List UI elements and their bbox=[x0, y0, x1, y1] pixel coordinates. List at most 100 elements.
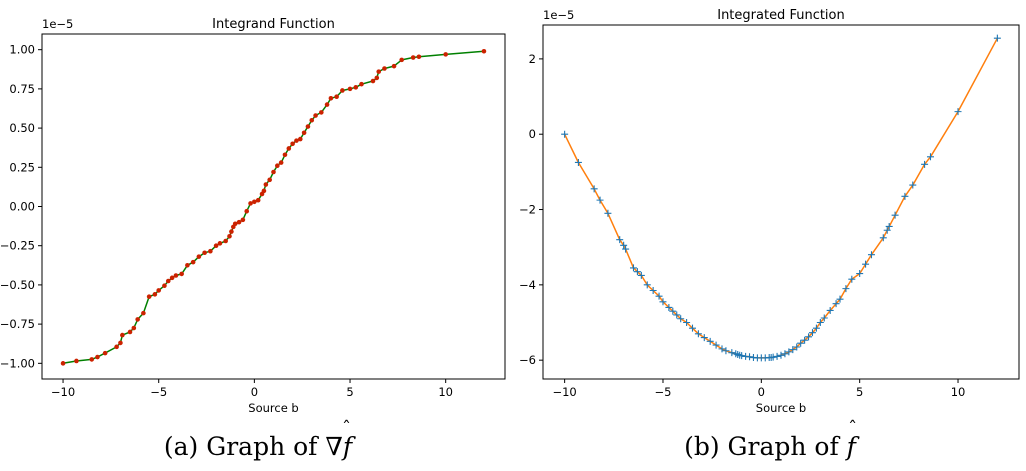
data-point bbox=[165, 278, 171, 284]
chart-title: Integrated Function bbox=[717, 8, 845, 23]
x-tick-label: −5 bbox=[150, 385, 167, 399]
data-point bbox=[376, 69, 382, 74]
y-tick-label: −4 bbox=[519, 278, 536, 292]
data-point bbox=[282, 152, 288, 158]
plot-frame bbox=[542, 24, 1020, 380]
x-tick-label: 5 bbox=[856, 385, 863, 399]
data-point bbox=[169, 275, 175, 281]
data-point bbox=[443, 52, 448, 57]
data-point bbox=[596, 196, 604, 204]
data-point bbox=[712, 341, 720, 349]
data-point bbox=[993, 34, 1001, 42]
data-point bbox=[410, 55, 416, 60]
data-point bbox=[616, 236, 624, 244]
data-point bbox=[146, 294, 152, 299]
plot-frame bbox=[41, 33, 506, 380]
data-point bbox=[659, 298, 667, 306]
data-point bbox=[263, 182, 269, 187]
data-point bbox=[481, 48, 487, 54]
data-point bbox=[309, 117, 315, 123]
x-tick-label: 10 bbox=[438, 385, 453, 399]
y-tick-label: 0.75 bbox=[9, 82, 35, 96]
data-point bbox=[208, 248, 213, 254]
x-tick-label: 0 bbox=[758, 385, 765, 399]
axis-scale-label: 1e−5 bbox=[42, 17, 73, 31]
data-point bbox=[261, 188, 267, 194]
data-point bbox=[196, 254, 202, 259]
data-point bbox=[604, 209, 612, 217]
x-tick-label: −5 bbox=[655, 385, 672, 399]
chart-2: Integrated Function 1e−5 −10 −5 0 5 10 −6 −4 −2 0 2… bbox=[519, 8, 1020, 415]
data-point bbox=[694, 330, 702, 338]
data-point bbox=[620, 241, 628, 249]
data-point bbox=[179, 271, 184, 277]
data-point bbox=[255, 197, 261, 203]
x-tick-label: 10 bbox=[951, 385, 966, 399]
data-point bbox=[637, 271, 645, 279]
y-tick-label: 0.50 bbox=[9, 121, 35, 135]
data-point bbox=[399, 57, 404, 63]
data-point bbox=[252, 199, 257, 205]
data-point bbox=[856, 270, 864, 278]
data-point bbox=[808, 329, 816, 337]
data-point bbox=[202, 250, 207, 256]
data-point bbox=[278, 160, 284, 165]
data-point bbox=[229, 229, 234, 234]
data-point bbox=[382, 66, 387, 71]
data-point bbox=[114, 344, 119, 350]
chart-1: Integrand Function 1e−5 −10 −5 0 5 10 −1.00 −0.7… bbox=[0, 17, 506, 415]
data-point bbox=[294, 138, 299, 143]
data-point bbox=[738, 352, 746, 360]
y-tick-label: 0 bbox=[529, 127, 536, 141]
data-point bbox=[655, 292, 663, 300]
data-point bbox=[173, 273, 179, 278]
y-tick-label: 0.25 bbox=[9, 160, 35, 174]
data-point bbox=[162, 283, 167, 288]
data-point bbox=[297, 136, 303, 142]
data-point bbox=[127, 329, 133, 335]
data-point bbox=[213, 243, 219, 249]
data-point bbox=[769, 353, 777, 361]
data-point bbox=[217, 241, 223, 246]
data-point bbox=[728, 349, 736, 357]
data-point bbox=[700, 334, 708, 342]
data-point bbox=[842, 285, 850, 293]
data-point bbox=[706, 337, 714, 345]
x-axis-label: Source b bbox=[756, 401, 806, 415]
data-point bbox=[677, 315, 685, 323]
data-point bbox=[797, 339, 805, 347]
data-point bbox=[816, 319, 824, 327]
axis-scale-label: 1e−5 bbox=[543, 8, 574, 22]
data-point bbox=[781, 350, 789, 358]
data-point bbox=[812, 324, 820, 332]
caption-a: (a) Graph of ∇f ˆ bbox=[164, 418, 352, 461]
x-tick-label: −10 bbox=[51, 385, 75, 399]
data-point bbox=[60, 361, 66, 366]
caption-a-math: ∇f ˆ bbox=[325, 418, 352, 461]
data-point bbox=[185, 263, 190, 268]
data-point bbox=[244, 208, 250, 214]
data-point bbox=[95, 354, 100, 360]
data-point bbox=[286, 146, 292, 151]
y-tick-label: −2 bbox=[519, 203, 536, 217]
data-point bbox=[328, 95, 334, 101]
data-point bbox=[954, 108, 962, 116]
data-point bbox=[334, 94, 339, 100]
data-point bbox=[118, 340, 123, 346]
data-point bbox=[305, 124, 311, 129]
data-point bbox=[290, 141, 295, 147]
data-point bbox=[240, 217, 246, 223]
series-line bbox=[62, 50, 485, 365]
data-point bbox=[885, 222, 893, 230]
data-point bbox=[74, 358, 79, 364]
data-point bbox=[347, 86, 353, 92]
data-point bbox=[102, 350, 108, 356]
data-point bbox=[190, 259, 196, 265]
data-point bbox=[370, 78, 376, 84]
data-point bbox=[561, 130, 569, 138]
data-point bbox=[683, 319, 691, 327]
y-tick-label: 0.00 bbox=[9, 200, 35, 214]
